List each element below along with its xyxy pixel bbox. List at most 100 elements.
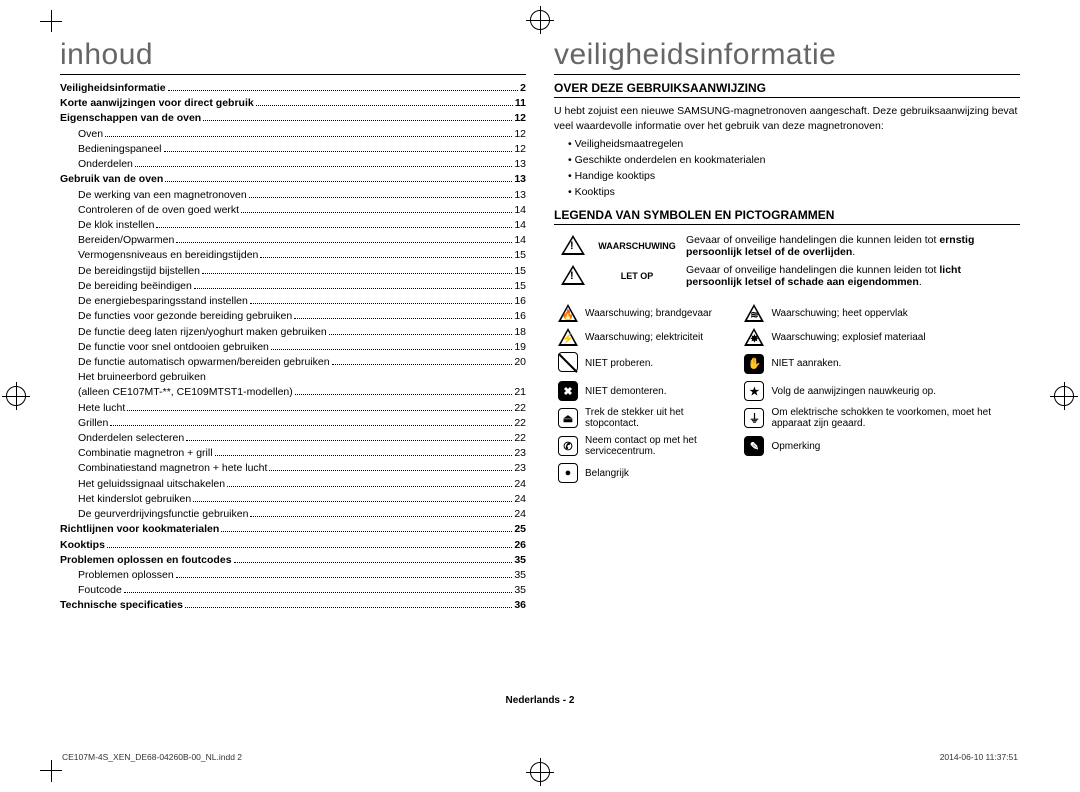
- toc-label: Het kinderslot gebruiken: [78, 492, 191, 507]
- pictogram-icon: ●: [554, 460, 582, 486]
- toc-entry: Richtlijnen voor kookmaterialen25: [60, 522, 526, 537]
- bullet-item: Handige kooktips: [568, 169, 1020, 185]
- toc-label: Bereiden/Opwarmen: [78, 233, 174, 248]
- caution-text-post: .: [919, 276, 922, 288]
- toc-label: Oven: [78, 127, 103, 142]
- toc-label: Kooktips: [60, 538, 105, 553]
- section-about-intro: U hebt zojuist een nieuwe SAMSUNG-magnet…: [554, 104, 1020, 133]
- toc-page: 13: [514, 157, 526, 172]
- toc-leader: [241, 212, 512, 213]
- toc-leader: [105, 136, 512, 137]
- toc-label: Gebruik van de oven: [60, 172, 163, 187]
- toc-leader: [332, 364, 513, 365]
- toc-entry: Onderdelen13: [60, 157, 526, 172]
- toc-entry: De functie voor snel ontdooien gebruiken…: [60, 340, 526, 355]
- toc-entry: De bereiding beëindigen15: [60, 279, 526, 294]
- toc-label: Controleren of de oven goed werkt: [78, 203, 239, 218]
- pictogram-icon: ⏏: [554, 404, 582, 432]
- toc-page: 26: [514, 538, 526, 553]
- toc-entry: Kooktips 26: [60, 538, 526, 553]
- toc-leader: [271, 349, 512, 350]
- toc-page: 13: [514, 172, 526, 187]
- toc-leader: [329, 334, 513, 335]
- toc-page: 35: [514, 568, 526, 583]
- toc-leader: [234, 562, 513, 563]
- pictogram-icon: ✆: [554, 432, 582, 460]
- pictogram-text: Waarschuwing; explosief materiaal: [768, 325, 1020, 349]
- toc-label: Vermogensniveaus en bereidingstijden: [78, 248, 258, 263]
- toc-entry: De werking van een magnetronoven13: [60, 188, 526, 203]
- toc-page: 22: [514, 416, 526, 431]
- toc-heading: inhoud: [60, 38, 526, 75]
- toc-page: 14: [514, 233, 526, 248]
- toc-list: Veiligheidsinformatie2Korte aanwijzingen…: [60, 81, 526, 614]
- legend-warning-table: ! WAARSCHUWING Gevaar of onveilige hande…: [554, 231, 1020, 291]
- toc-entry: Hete lucht22: [60, 401, 526, 416]
- toc-leader: [249, 197, 513, 198]
- pictogram-text: Waarschuwing; elektriciteit: [582, 325, 740, 349]
- toc-label: De bereidingstijd bijstellen: [78, 264, 200, 279]
- toc-leader: [135, 166, 512, 167]
- section-legend-title: LEGENDA VAN SYMBOLEN EN PICTOGRAMMEN: [554, 208, 1020, 225]
- toc-entry: Controleren of de oven goed werkt 14: [60, 203, 526, 218]
- toc-page: 24: [514, 492, 526, 507]
- pictogram-row: ⚡Waarschuwing; elektriciteit✸Waarschuwin…: [554, 325, 1020, 349]
- pictogram-icon: ⚡: [554, 325, 582, 349]
- toc-label: Het geluidssignaal uitschakelen: [78, 477, 225, 492]
- pictogram-row: 🔥Waarschuwing; brandgevaar≋Waarschuwing;…: [554, 301, 1020, 325]
- toc-label: Hete lucht: [78, 401, 125, 416]
- toc-entry: Combinatie magnetron + grill 23: [60, 446, 526, 461]
- registration-mark: [1054, 386, 1074, 406]
- toc-label: De functies voor gezonde bereiding gebru…: [78, 309, 292, 324]
- warning-label: WAARSCHUWING: [592, 231, 682, 261]
- toc-leader: [215, 455, 513, 456]
- caution-text-pre: Gevaar of onveilige handelingen die kunn…: [686, 264, 939, 276]
- toc-label: Het bruineerbord gebruiken: [78, 370, 206, 385]
- toc-page: 23: [514, 446, 526, 461]
- toc-entry: De energiebesparingsstand instellen16: [60, 294, 526, 309]
- pictogram-text: Waarschuwing; heet oppervlak: [768, 301, 1020, 325]
- toc-entry: Grillen22: [60, 416, 526, 431]
- toc-page: 18: [514, 325, 526, 340]
- toc-leader: [194, 288, 512, 289]
- toc-label: Technische specificaties: [60, 598, 183, 613]
- bullet-item: Geschikte onderdelen en kookmaterialen: [568, 153, 1020, 169]
- toc-page: 13: [514, 188, 526, 203]
- toc-entry: Korte aanwijzingen voor direct gebruik11: [60, 96, 526, 111]
- pictogram-text: NIET aanraken.: [768, 349, 1020, 378]
- toc-leader: [294, 318, 512, 319]
- toc-leader: [260, 257, 512, 258]
- pictogram-icon: 🔥: [554, 301, 582, 325]
- print-footer-date: 2014-06-10 11:37:51: [940, 752, 1018, 762]
- toc-entry: Gebruik van de oven 13: [60, 172, 526, 187]
- toc-leader: [186, 440, 512, 441]
- crop-mark: [40, 760, 62, 782]
- toc-entry: De functie deeg laten rijzen/yoghurt mak…: [60, 325, 526, 340]
- toc-label: Veiligheidsinformatie: [60, 81, 166, 96]
- pictogram-text: Opmerking: [768, 432, 1020, 460]
- toc-leader: [221, 531, 512, 532]
- toc-leader: [156, 227, 512, 228]
- toc-page: 14: [514, 203, 526, 218]
- toc-page: 24: [514, 507, 526, 522]
- pictogram-icon: ⏚: [740, 404, 768, 432]
- registration-mark: [530, 10, 550, 30]
- pictogram-row: ✆Neem contact op met het servicecentrum.…: [554, 432, 1020, 460]
- section-about-bullets: VeiligheidsmaatregelenGeschikte onderdel…: [554, 137, 1020, 200]
- bullet-item: Kooktips: [568, 185, 1020, 201]
- toc-entry: Combinatiestand magnetron + hete lucht23: [60, 461, 526, 476]
- toc-page: 24: [514, 477, 526, 492]
- pictogram-icon: ≋: [740, 301, 768, 325]
- toc-label: Combinatie magnetron + grill: [78, 446, 213, 461]
- pictogram-row: ●Belangrijk: [554, 460, 1020, 486]
- pictogram-text: Om elektrische schokken te voorkomen, mo…: [768, 404, 1020, 432]
- toc-label: Eigenschappen van de oven: [60, 111, 201, 126]
- pictogram-icon: ✎: [740, 432, 768, 460]
- toc-label: Bedieningspaneel: [78, 142, 162, 157]
- toc-label: Foutcode: [78, 583, 122, 598]
- toc-label: Korte aanwijzingen voor direct gebruik: [60, 96, 254, 111]
- toc-leader: [164, 151, 513, 152]
- toc-leader: [107, 547, 512, 548]
- pictogram-icon: ✸: [740, 325, 768, 349]
- crop-mark: [40, 10, 62, 32]
